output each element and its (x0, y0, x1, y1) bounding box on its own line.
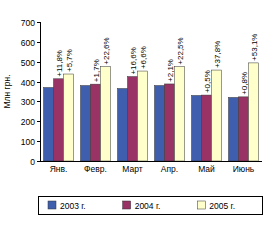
y-tick-label: 300 (21, 97, 35, 107)
y-tick (37, 121, 41, 122)
y-tick (37, 82, 41, 83)
bar (212, 70, 222, 161)
y-tick (37, 22, 41, 23)
y-tick-label: 600 (21, 38, 35, 48)
y-tick (37, 141, 41, 142)
legend-label: 2004 г. (135, 201, 161, 211)
bar (81, 86, 91, 161)
y-tick-label: 100 (21, 137, 35, 147)
change-label: +0,8% (240, 72, 249, 95)
legend: 2003 г. 2004 г. 2005 г. (39, 197, 263, 215)
legend-swatch (197, 201, 205, 209)
legend-label: 2003 г. (60, 201, 86, 211)
labels: +11,8%+5,7% +1,7%+22,6% +16,6%+6,6% +2,1%+2… (55, 34, 259, 95)
change-label: +37,8% (213, 41, 222, 68)
change-label: +0,5% (203, 70, 212, 93)
x-axis-line (40, 161, 262, 162)
bar (118, 89, 128, 161)
bar (175, 67, 185, 161)
chart: 0 100 200 300 400 500 600 700 Млн грн. +11,8%+5,7… (0, 0, 270, 230)
y-axis-title: Млн грн. (2, 75, 12, 109)
change-label: +11,8% (55, 50, 64, 77)
x-tick-label: Июнь (233, 164, 255, 174)
y-tick (37, 62, 41, 63)
y-tick-label: 500 (21, 58, 35, 68)
y-tick-label: 200 (21, 117, 35, 127)
x-tick-label: Май (198, 164, 215, 174)
bar (229, 97, 239, 161)
bar (64, 74, 74, 161)
bar (101, 67, 111, 161)
y-tick (37, 161, 41, 162)
y-tick-label: 700 (21, 18, 35, 28)
bar (249, 63, 259, 161)
bar (239, 97, 249, 161)
x-tick-label: Янв. (50, 164, 68, 174)
bar (202, 95, 212, 161)
change-label: +2,1% (166, 59, 175, 82)
bar (138, 71, 148, 161)
change-label: +5,7% (65, 49, 74, 72)
x-tick-label: Март (122, 164, 142, 174)
bar (165, 84, 175, 161)
bar (192, 95, 202, 161)
change-label: +53,1% (250, 34, 259, 61)
legend-swatch (123, 201, 131, 209)
change-label: +22,5% (176, 37, 185, 64)
change-label: +1,7% (92, 59, 101, 82)
legend-frame (39, 197, 263, 215)
bar (128, 77, 138, 161)
y-tick-label: 0 (30, 157, 35, 167)
bar (54, 79, 64, 161)
change-label: +6,6% (139, 46, 148, 69)
y-tick-label: 400 (21, 78, 35, 88)
x-tick-label: Апр. (161, 164, 178, 174)
bar (44, 88, 54, 161)
change-label: +16,6% (129, 47, 138, 74)
legend-swatch (48, 201, 56, 209)
bar (155, 86, 165, 161)
bar (91, 84, 101, 161)
y-tick (37, 101, 41, 102)
x-tick-label: Февр. (84, 164, 107, 174)
y-tick (37, 42, 41, 43)
bars (44, 63, 259, 161)
change-label: +22,6% (102, 37, 111, 64)
chart-container: 0 100 200 300 400 500 600 700 Млн грн. +11,8%+5,7… (0, 0, 270, 230)
legend-label: 2005 г. (209, 201, 235, 211)
